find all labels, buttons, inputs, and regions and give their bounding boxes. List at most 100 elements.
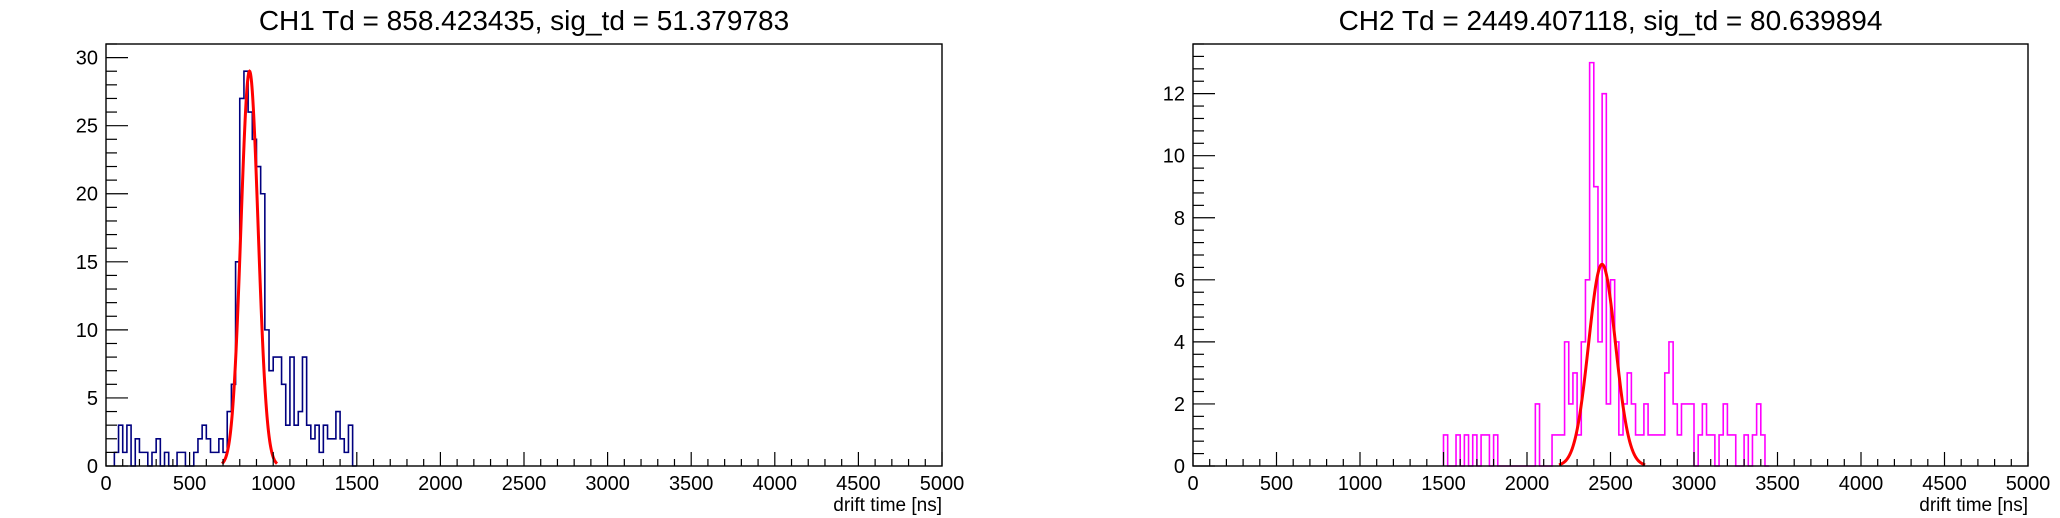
x-tick-label: 1500	[1421, 473, 1466, 495]
histogram-bin	[311, 439, 315, 466]
histogram-bin	[282, 384, 286, 466]
x-tick-label: 2000	[418, 473, 463, 495]
histogram-bin	[1681, 404, 1685, 466]
x-tick-label: 0	[1187, 473, 1198, 495]
x-tick-label: 2500	[502, 473, 547, 495]
x-tick-label: 4500	[1922, 473, 1967, 495]
histogram-bin	[1598, 342, 1602, 466]
histogram-bin	[206, 439, 210, 466]
histogram-bin	[1590, 63, 1594, 466]
histogram-bin	[211, 452, 215, 466]
histogram-bin	[1619, 435, 1623, 466]
histogram-bin	[123, 452, 127, 466]
y-tick-label: 0	[87, 456, 98, 478]
histogram-bin	[1577, 435, 1581, 466]
histogram-bin	[1677, 435, 1681, 466]
y-tick-label: 5	[87, 388, 98, 410]
histogram-series	[113, 70, 357, 467]
y-tick-label: 2	[1174, 394, 1185, 416]
histogram-bin	[1732, 435, 1736, 466]
histogram-bin	[315, 425, 319, 466]
histogram-bin	[1698, 435, 1702, 466]
histogram-bin	[307, 425, 311, 466]
histogram-bin	[290, 357, 294, 466]
x-tick-label: 500	[1260, 473, 1293, 495]
histogram-bin	[1690, 404, 1694, 466]
histogram-bin	[1594, 187, 1598, 466]
histogram-bin	[165, 452, 169, 466]
y-tick-label: 4	[1174, 332, 1185, 354]
histogram-bin	[1669, 342, 1673, 466]
histogram-bin	[1473, 435, 1477, 466]
histogram-bin	[119, 425, 123, 466]
chart-title: CH1 Td = 858.423435, sig_td = 51.379783	[259, 5, 789, 36]
histogram-bin	[1665, 373, 1669, 466]
histogram-bin	[344, 452, 348, 466]
histogram-bin	[139, 452, 143, 466]
histogram-bin	[1752, 435, 1756, 466]
histogram-bin	[1719, 435, 1723, 466]
histogram-bin	[198, 439, 202, 466]
histogram-bin	[277, 357, 281, 466]
histogram-bin	[181, 452, 185, 466]
ch1-histogram-panel: CH1 Td = 858.423435, sig_td = 51.379783 0…	[76, 5, 965, 516]
histogram-bin	[194, 452, 198, 466]
histogram-bin	[156, 439, 160, 466]
histogram-bin	[1661, 435, 1665, 466]
histogram-bin	[1648, 435, 1652, 466]
ch2-histogram-panel: CH2 Td = 2449.407118, sig_td = 80.639894…	[1163, 5, 2051, 516]
y-tick-label: 30	[76, 48, 98, 70]
x-tick-label: 1000	[251, 473, 296, 495]
histogram-bin	[1573, 373, 1577, 466]
x-tick-label: 5000	[2006, 473, 2051, 495]
x-tick-label: 3500	[669, 473, 714, 495]
gaussian-fit-curve	[1558, 262, 1646, 467]
histogram-bin	[1627, 373, 1631, 466]
histogram-bin	[1673, 404, 1677, 466]
y-tick-label: 10	[1163, 146, 1185, 168]
x-tick-label: 3000	[585, 473, 630, 495]
x-tick-label: 4000	[753, 473, 798, 495]
histogram-bin	[1556, 435, 1560, 466]
x-tick-label: 1500	[335, 473, 380, 495]
histogram-bin	[1707, 435, 1711, 466]
histogram-bin	[298, 412, 302, 466]
histogram-bin	[1606, 404, 1610, 466]
histogram-bin	[1727, 435, 1731, 466]
histogram-bin	[144, 452, 148, 466]
histogram-bin	[152, 452, 156, 466]
histogram-bin	[1444, 435, 1448, 466]
histogram-bin	[1644, 404, 1648, 466]
y-tick-label: 10	[76, 320, 98, 342]
histogram-bin	[323, 425, 327, 466]
y-tick-label: 15	[76, 252, 98, 274]
histogram-bin	[328, 439, 332, 466]
histogram-bin	[302, 357, 306, 466]
x-tick-label: 4500	[836, 473, 881, 495]
histogram-bin	[273, 357, 277, 466]
histogram-bin	[1744, 435, 1748, 466]
x-tick-label: 3000	[1672, 473, 1717, 495]
histogram-bin	[1464, 435, 1468, 466]
x-tick-label: 2000	[1505, 473, 1550, 495]
histogram-bin	[1535, 404, 1539, 466]
x-tick-label: 5000	[920, 473, 965, 495]
histogram-bin	[1686, 404, 1690, 466]
y-tick-label: 8	[1174, 208, 1185, 230]
y-tick-label: 12	[1163, 84, 1185, 106]
histogram-bin	[248, 112, 252, 466]
x-tick-label: 0	[100, 473, 111, 495]
x-tick-label: 3500	[1755, 473, 1800, 495]
x-axis-label: drift time [ns]	[833, 495, 942, 516]
x-tick-label: 2500	[1588, 473, 1633, 495]
y-tick-label: 0	[1174, 456, 1185, 478]
histogram-bin	[336, 412, 340, 466]
histogram-bin	[1723, 404, 1727, 466]
histogram-bin	[114, 452, 118, 466]
histogram-bin	[340, 439, 344, 466]
histogram-bin	[1711, 435, 1715, 466]
y-tick-label: 20	[76, 184, 98, 206]
histogram-bin	[286, 425, 290, 466]
y-tick-label: 25	[76, 116, 98, 138]
